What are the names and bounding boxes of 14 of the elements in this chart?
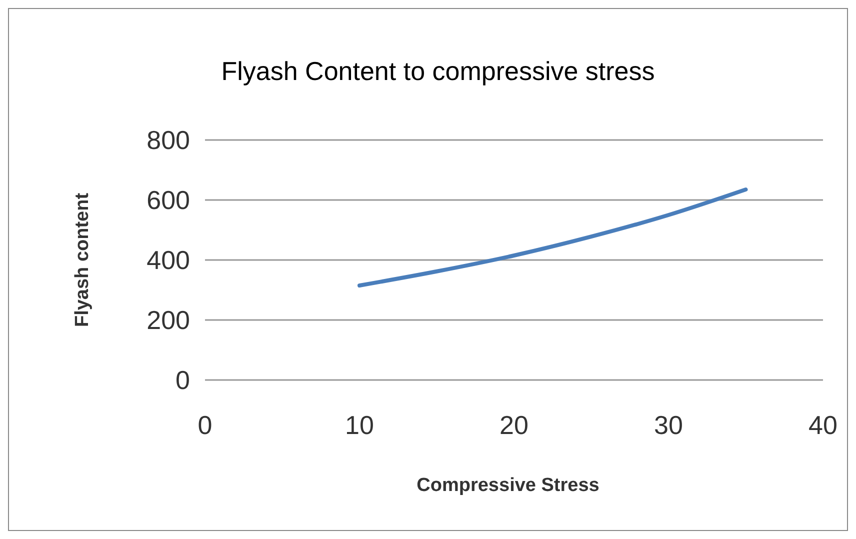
x-axis-title: Compressive Stress	[416, 475, 600, 496]
chart-title: Flyash Content to compressive stress	[221, 56, 655, 86]
x-tick-label: 0	[198, 410, 212, 440]
y-tick-label: 0	[176, 365, 190, 395]
y-tick-label: 600	[146, 185, 190, 215]
y-tick-label: 200	[146, 305, 190, 335]
x-tick-label: 30	[654, 410, 683, 440]
y-axis-title: Flyash content	[72, 192, 93, 328]
line-series	[358, 188, 748, 288]
y-tick-label: 800	[146, 125, 190, 155]
y-tick-label: 400	[146, 245, 190, 275]
x-tick-label: 40	[808, 410, 838, 440]
x-tick-label: 10	[345, 410, 374, 440]
x-tick-label: 20	[500, 410, 528, 440]
